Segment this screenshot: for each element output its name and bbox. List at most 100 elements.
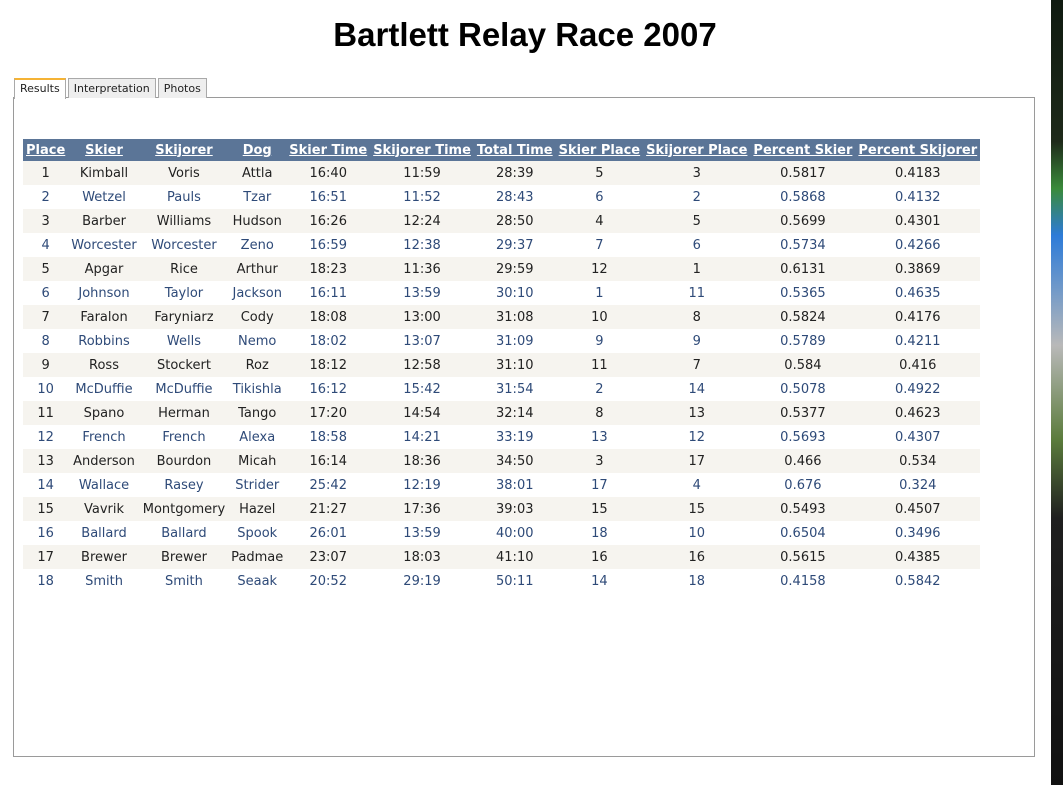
- column-header-dog[interactable]: Dog: [242, 142, 272, 158]
- cell-place: 12: [37, 429, 54, 445]
- cell-percent-skijorer: 0.4385: [895, 549, 941, 565]
- cell-skier: Apgar: [84, 261, 124, 277]
- cell-percent-skier: 0.5817: [780, 165, 826, 181]
- cell-total-time: 34:50: [496, 453, 534, 469]
- cell-place: 16: [37, 525, 54, 541]
- cell-percent-skijorer: 0.3869: [895, 261, 941, 277]
- cell-skijorer: Herman: [158, 405, 210, 421]
- background-photo-strip: [1051, 0, 1063, 785]
- cell-skijorer-place: 8: [692, 309, 701, 325]
- cell-skijorer: Williams: [156, 213, 212, 229]
- column-header-skier[interactable]: Skier: [85, 142, 123, 158]
- table-row: 5 Apgar Rice Arthur 18:23 11:36 29:59 12 1 0.6131…: [23, 257, 981, 281]
- cell-percent-skier: 0.5693: [780, 429, 826, 445]
- cell-skier-place: 11: [591, 357, 608, 373]
- cell-skier-place: 1: [595, 285, 604, 301]
- cell-total-time: 40:00: [496, 525, 534, 541]
- cell-total-time: 30:10: [496, 285, 534, 301]
- column-header-place[interactable]: Place: [26, 142, 66, 158]
- table-header-row: Place Skier Skijorer Dog Skier Time Skijorer …: [23, 139, 981, 161]
- cell-total-time: 29:37: [496, 237, 534, 253]
- cell-total-time: 28:43: [496, 189, 534, 205]
- tab-photos[interactable]: Photos: [157, 78, 207, 98]
- cell-dog: Zeno: [240, 237, 274, 253]
- cell-percent-skier: 0.5789: [780, 333, 826, 349]
- cell-percent-skijorer: 0.4183: [895, 165, 941, 181]
- cell-percent-skijorer: 0.4211: [895, 333, 941, 349]
- cell-skijorer: Taylor: [164, 285, 204, 301]
- cell-skijorer: Wells: [166, 333, 201, 349]
- cell-percent-skier: 0.6131: [780, 261, 826, 277]
- cell-skijorer-place: 2: [692, 189, 701, 205]
- cell-skijorer-time: 29:19: [403, 573, 441, 589]
- cell-skier-time: 20:52: [309, 573, 347, 589]
- cell-place: 18: [37, 573, 54, 589]
- column-header-skier-place[interactable]: Skier Place: [558, 142, 641, 158]
- cell-skijorer-time: 11:36: [403, 261, 441, 277]
- cell-percent-skier: 0.5699: [780, 213, 826, 229]
- cell-skier-time: 18:23: [309, 261, 347, 277]
- cell-percent-skier: 0.5078: [780, 381, 826, 397]
- column-header-skijorer-time[interactable]: Skijorer Time: [373, 142, 471, 158]
- cell-percent-skijorer: 0.4922: [895, 381, 941, 397]
- column-header-skijorer[interactable]: Skijorer: [155, 142, 213, 158]
- table-row: 14 Wallace Rasey Strider 25:42 12:19 38:01 17 4 0…: [23, 473, 981, 497]
- tab-interpretation[interactable]: Interpretation: [67, 78, 156, 98]
- cell-skijorer-place: 13: [688, 405, 706, 421]
- cell-total-time: 39:03: [496, 501, 534, 517]
- table-row: 7 Faralon Faryniarz Cody 18:08 13:00 31:08 10 8 0…: [23, 305, 981, 329]
- cell-skier: Worcester: [71, 237, 137, 253]
- cell-dog: Arthur: [236, 261, 278, 277]
- cell-skier: Kimball: [79, 165, 129, 181]
- cell-skijorer-place: 16: [688, 549, 706, 565]
- cell-skier-time: 23:07: [309, 549, 347, 565]
- table-row: 10 McDuffie McDuffie Tikishla 16:12 15:42 31:5…: [23, 377, 981, 401]
- column-header-percent-skier[interactable]: Percent Skier: [753, 142, 853, 158]
- cell-skier-place: 15: [591, 501, 608, 517]
- cell-skier: Vavrik: [84, 501, 125, 517]
- cell-percent-skier: 0.676: [784, 477, 822, 493]
- cell-skier-place: 13: [591, 429, 608, 445]
- cell-percent-skijorer: 0.3496: [895, 525, 941, 541]
- cell-skijorer-place: 4: [692, 477, 701, 493]
- table-row: 9 Ross Stockert Roz 18:12 12:58 31:10 11 7 0.584 0…: [23, 353, 981, 377]
- cell-skier-time: 16:51: [309, 189, 347, 205]
- tab-results[interactable]: Results: [14, 78, 66, 99]
- cell-total-time: 28:39: [496, 165, 534, 181]
- cell-skijorer-time: 14:54: [403, 405, 441, 421]
- column-header-skier-time[interactable]: Skier Time: [289, 142, 368, 158]
- cell-percent-skijorer: 0.4307: [895, 429, 941, 445]
- cell-percent-skier: 0.5493: [780, 501, 826, 517]
- cell-percent-skijorer: 0.324: [899, 477, 937, 493]
- cell-skijorer-time: 11:59: [403, 165, 441, 181]
- cell-skier: Faralon: [80, 309, 128, 325]
- cell-total-time: 31:08: [496, 309, 534, 325]
- cell-skier: Wetzel: [82, 189, 126, 205]
- cell-skier-place: 16: [591, 549, 608, 565]
- column-header-percent-skijorer[interactable]: Percent Skijorer: [858, 142, 978, 158]
- cell-percent-skier: 0.4158: [780, 573, 826, 589]
- cell-skier: Smith: [85, 573, 123, 589]
- cell-skijorer-place: 3: [692, 165, 701, 181]
- cell-skier: Ross: [89, 357, 119, 373]
- cell-skijorer-time: 18:36: [403, 453, 441, 469]
- cell-dog: Strider: [235, 477, 280, 493]
- cell-skijorer-place: 10: [688, 525, 706, 541]
- cell-skijorer-place: 14: [688, 381, 706, 397]
- column-header-skijorer-place[interactable]: Skijorer Place: [646, 142, 748, 158]
- cell-skijorer-place: 9: [692, 333, 701, 349]
- cell-total-time: 31:10: [496, 357, 534, 373]
- cell-skijorer: Smith: [165, 573, 203, 589]
- cell-percent-skier: 0.584: [784, 357, 822, 373]
- cell-percent-skijorer: 0.416: [899, 357, 937, 373]
- results-table: Place Skier Skijorer Dog Skier Time Skijorer …: [23, 139, 981, 593]
- cell-skijorer-place: 11: [688, 285, 706, 301]
- cell-total-time: 31:09: [496, 333, 534, 349]
- cell-skier-place: 17: [591, 477, 608, 493]
- cell-skijorer: Worcester: [151, 237, 217, 253]
- cell-dog: Spook: [237, 525, 278, 541]
- cell-dog: Tango: [238, 405, 277, 421]
- column-header-total-time[interactable]: Total Time: [476, 142, 553, 158]
- cell-skier-time: 26:01: [309, 525, 347, 541]
- cell-place: 17: [37, 549, 54, 565]
